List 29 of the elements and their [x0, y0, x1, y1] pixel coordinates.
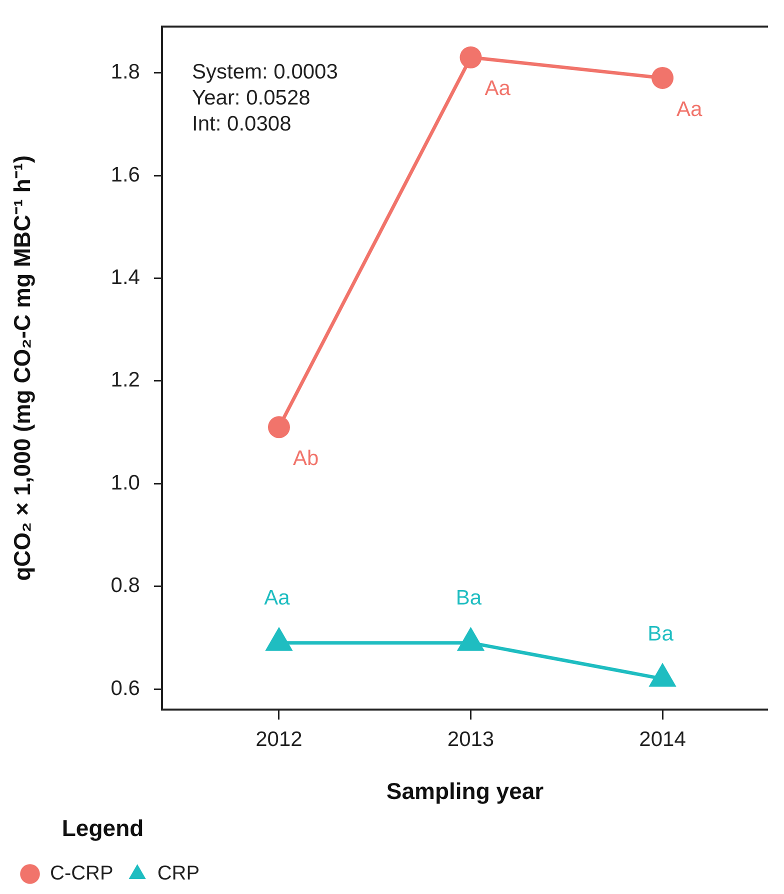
- annotation: Ba: [456, 586, 482, 610]
- y-tick-label: 0.6: [110, 676, 140, 700]
- annotation: Int: 0.0308: [192, 112, 292, 136]
- point: [648, 662, 676, 687]
- legend-title: Legend: [62, 815, 144, 842]
- annotation: Aa: [484, 77, 511, 100]
- point: [652, 66, 674, 89]
- annotation: Aa: [676, 98, 703, 121]
- legend-label: C-CRP: [50, 862, 114, 885]
- annotation: System: 0.0003: [192, 60, 338, 84]
- y-tick-label: 1.4: [110, 266, 140, 290]
- y-tick-label: 1.8: [110, 60, 140, 84]
- point: [460, 46, 482, 68]
- point: [456, 626, 485, 651]
- x-tick-label: 2012: [256, 728, 302, 751]
- x-axis-title: Sampling year: [386, 778, 544, 804]
- x-tick-label: 2014: [639, 728, 686, 751]
- annotation: Ba: [648, 622, 674, 646]
- annotation: Ab: [292, 446, 319, 470]
- y-axis-title: qCO₂ × 1,000 (mg CO₂-C mg MBC⁻¹ h⁻¹): [9, 155, 36, 581]
- y-tick-label: 0.8: [110, 574, 140, 598]
- annotation: Year: 0.0528: [192, 86, 310, 110]
- y-tick-label: 1.2: [110, 368, 140, 392]
- legend-label: CRP: [157, 862, 200, 885]
- y-tick-label: 1.0: [110, 471, 140, 494]
- point: [265, 626, 293, 651]
- annotation: Aa: [264, 586, 290, 610]
- x-tick-label: 2013: [447, 728, 494, 751]
- y-tick-label: 1.6: [110, 163, 140, 186]
